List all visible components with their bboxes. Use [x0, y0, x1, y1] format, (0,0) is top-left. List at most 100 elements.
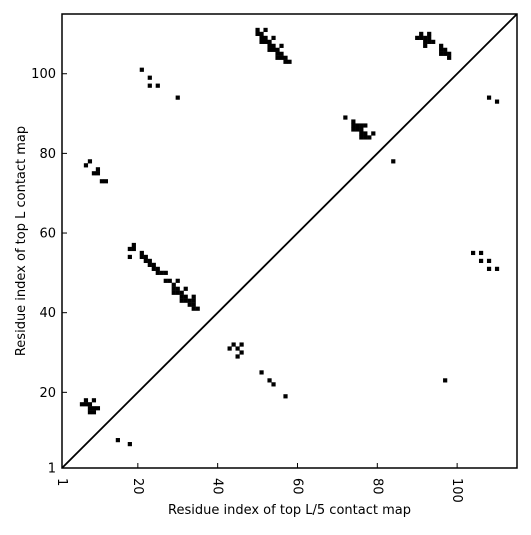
- data-point: [183, 286, 188, 291]
- x-axis-ticks: 1 20 40 60 80 100: [54, 463, 464, 503]
- data-point: [95, 406, 101, 411]
- y-tick-label: 20: [39, 386, 56, 401]
- data-point: [191, 306, 196, 311]
- data-point: [267, 378, 272, 383]
- data-point: [91, 410, 97, 415]
- data-point: [431, 39, 436, 44]
- data-point: [179, 290, 184, 295]
- data-point: [95, 167, 101, 172]
- x-tick-label: 100: [449, 478, 464, 503]
- data-point: [99, 179, 105, 184]
- data-point: [175, 278, 180, 283]
- data-point: [183, 298, 188, 303]
- data-point: [147, 258, 152, 264]
- data-point: [351, 119, 356, 124]
- data-point: [151, 266, 156, 271]
- data-point: [263, 39, 268, 44]
- data-point: [423, 35, 428, 40]
- data-point: [115, 438, 120, 443]
- data-point: [343, 115, 348, 120]
- y-tick-label: 1: [48, 462, 56, 477]
- x-tick-label: 60: [289, 478, 304, 495]
- data-point: [443, 378, 448, 383]
- x-axis-label: Residue index of top L/5 contact map: [168, 503, 411, 518]
- data-point: [87, 406, 93, 411]
- data-point: [187, 302, 192, 307]
- data-point: [359, 135, 364, 140]
- data-point: [494, 99, 500, 104]
- data-point: [151, 262, 156, 267]
- data-point: [359, 123, 364, 128]
- data-point: [127, 254, 132, 260]
- data-point: [91, 398, 97, 403]
- data-point: [179, 294, 184, 299]
- data-point: [267, 39, 272, 44]
- data-point: [447, 55, 452, 60]
- data-point: [103, 179, 109, 184]
- data-point: [478, 258, 484, 264]
- data-point: [427, 35, 432, 40]
- data-point: [470, 250, 476, 256]
- data-points: [79, 27, 500, 447]
- data-point: [127, 442, 132, 447]
- data-point: [191, 302, 196, 307]
- data-point: [427, 31, 432, 37]
- data-point: [279, 55, 284, 60]
- data-point: [131, 246, 136, 252]
- data-point: [355, 123, 360, 128]
- data-point: [478, 250, 484, 256]
- data-point: [351, 127, 356, 132]
- data-point: [423, 43, 428, 48]
- data-point: [191, 294, 196, 299]
- data-point: [147, 75, 152, 80]
- data-point: [439, 51, 444, 56]
- y-axis-label: Residue index of top L contact map: [14, 126, 29, 356]
- data-point: [87, 159, 93, 164]
- y-axis-ticks: 1 20 40 60 80 100: [31, 67, 67, 477]
- data-point: [163, 270, 168, 275]
- data-point: [147, 262, 152, 267]
- data-point: [195, 306, 200, 311]
- data-point: [143, 254, 148, 260]
- data-point: [443, 51, 448, 56]
- data-point: [239, 342, 244, 347]
- data-point: [263, 27, 268, 33]
- data-point: [486, 266, 492, 271]
- data-point: [259, 35, 264, 40]
- data-point: [167, 278, 172, 283]
- data-point: [351, 123, 356, 128]
- data-point: [423, 39, 428, 44]
- data-point: [235, 346, 240, 351]
- data-point: [486, 95, 492, 100]
- data-point: [163, 278, 168, 283]
- data-point: [83, 398, 89, 403]
- data-point: [183, 294, 188, 299]
- data-point: [139, 254, 144, 260]
- data-point: [139, 250, 144, 256]
- data-point: [271, 47, 276, 52]
- data-point: [275, 51, 280, 56]
- data-point: [187, 298, 192, 303]
- x-tick-label: 1: [54, 478, 69, 486]
- data-point: [267, 43, 272, 48]
- data-point: [143, 258, 148, 264]
- data-point: [155, 270, 160, 275]
- data-point: [279, 51, 284, 56]
- data-point: [419, 35, 424, 40]
- y-tick-label: 100: [31, 67, 56, 82]
- data-point: [259, 370, 264, 375]
- data-point: [415, 35, 420, 40]
- data-point: [494, 266, 500, 271]
- data-point: [139, 67, 144, 72]
- data-point: [419, 31, 424, 37]
- data-point: [271, 35, 276, 40]
- data-point: [155, 83, 160, 88]
- data-point: [363, 135, 368, 140]
- data-point: [447, 51, 452, 56]
- data-point: [147, 83, 152, 88]
- data-point: [179, 298, 184, 303]
- data-point: [486, 258, 492, 264]
- data-point: [363, 123, 368, 128]
